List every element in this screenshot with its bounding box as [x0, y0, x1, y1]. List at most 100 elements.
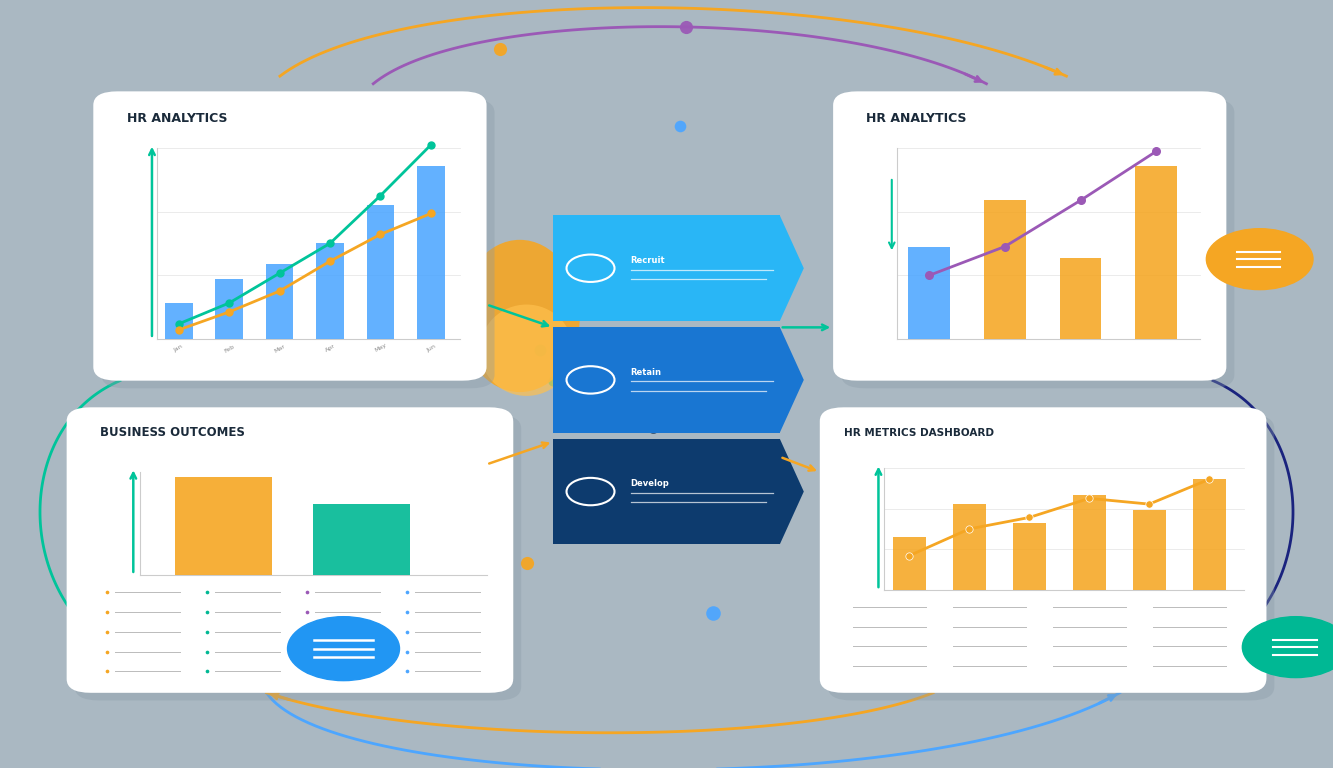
Bar: [265, 264, 293, 339]
Point: [529, 344, 551, 356]
Bar: [1073, 495, 1106, 590]
Point: [96, 606, 117, 618]
Point: [669, 120, 690, 132]
Point: [702, 607, 724, 619]
Point: [1070, 194, 1092, 207]
Bar: [909, 247, 950, 339]
Point: [369, 190, 391, 202]
Point: [420, 139, 441, 151]
Point: [1078, 492, 1100, 505]
Text: Apr: Apr: [324, 344, 336, 353]
Bar: [165, 303, 192, 339]
Bar: [1136, 166, 1177, 339]
Point: [420, 207, 441, 220]
Text: Retain: Retain: [631, 368, 661, 377]
Point: [296, 586, 317, 598]
Bar: [216, 279, 243, 339]
Text: BUSINESS OUTCOMES: BUSINESS OUTCOMES: [100, 426, 245, 439]
FancyBboxPatch shape: [828, 415, 1274, 700]
Point: [196, 626, 217, 638]
Point: [643, 420, 664, 432]
FancyBboxPatch shape: [80, 411, 513, 689]
Text: Jun: Jun: [425, 344, 436, 353]
Text: Develop: Develop: [631, 479, 669, 488]
Point: [396, 646, 417, 658]
Point: [196, 586, 217, 598]
FancyBboxPatch shape: [93, 91, 487, 381]
Bar: [953, 504, 986, 590]
FancyBboxPatch shape: [67, 407, 513, 693]
Ellipse shape: [460, 240, 580, 392]
Polygon shape: [780, 327, 804, 432]
Point: [1138, 498, 1160, 510]
Text: HR ANALYTICS: HR ANALYTICS: [866, 112, 966, 125]
Point: [369, 228, 391, 240]
Point: [449, 112, 471, 124]
Point: [918, 270, 940, 282]
Bar: [316, 243, 344, 339]
Bar: [1133, 510, 1166, 590]
Point: [216, 237, 237, 250]
Point: [96, 646, 117, 658]
Bar: [553, 327, 780, 432]
Point: [219, 306, 240, 318]
Bar: [175, 477, 272, 574]
Point: [196, 646, 217, 658]
Point: [320, 237, 341, 250]
Bar: [553, 439, 780, 545]
Point: [219, 297, 240, 310]
Polygon shape: [780, 439, 804, 545]
Point: [396, 626, 417, 638]
Text: Mar: Mar: [273, 343, 287, 353]
Bar: [553, 216, 780, 321]
Bar: [984, 200, 1025, 339]
Point: [196, 665, 217, 677]
Point: [489, 43, 511, 55]
Point: [896, 652, 917, 664]
FancyBboxPatch shape: [833, 411, 1266, 689]
Point: [1198, 473, 1220, 485]
Bar: [1193, 479, 1226, 590]
Circle shape: [288, 617, 400, 680]
Point: [196, 606, 217, 618]
Text: HR METRICS DASHBOARD: HR METRICS DASHBOARD: [844, 429, 994, 439]
FancyBboxPatch shape: [75, 415, 521, 700]
Text: HR ANALYTICS: HR ANALYTICS: [127, 112, 227, 125]
Bar: [313, 504, 411, 574]
Bar: [1060, 258, 1101, 339]
FancyBboxPatch shape: [841, 99, 1234, 389]
Bar: [367, 204, 395, 339]
Bar: [417, 166, 445, 339]
FancyBboxPatch shape: [833, 91, 1226, 381]
Point: [96, 626, 117, 638]
Text: Feb: Feb: [223, 343, 235, 353]
Point: [168, 318, 189, 330]
Point: [396, 606, 417, 618]
Point: [269, 267, 291, 280]
Point: [1145, 145, 1166, 157]
Point: [320, 255, 341, 267]
Point: [1096, 652, 1117, 664]
Text: Recruit: Recruit: [631, 257, 665, 265]
Point: [296, 646, 317, 658]
FancyBboxPatch shape: [101, 99, 495, 389]
Point: [543, 375, 564, 387]
Point: [96, 665, 117, 677]
Point: [396, 665, 417, 677]
Point: [296, 606, 317, 618]
Point: [958, 523, 980, 535]
FancyBboxPatch shape: [820, 407, 1266, 693]
Point: [283, 622, 304, 634]
Point: [994, 240, 1016, 253]
Point: [1018, 511, 1040, 524]
Point: [1142, 257, 1164, 269]
Text: Jan: Jan: [173, 344, 184, 353]
Point: [296, 665, 317, 677]
Text: May: May: [373, 343, 388, 353]
Point: [269, 285, 291, 297]
Point: [898, 550, 920, 562]
Point: [676, 21, 697, 33]
Circle shape: [1242, 617, 1333, 677]
Point: [296, 626, 317, 638]
Bar: [893, 537, 926, 590]
